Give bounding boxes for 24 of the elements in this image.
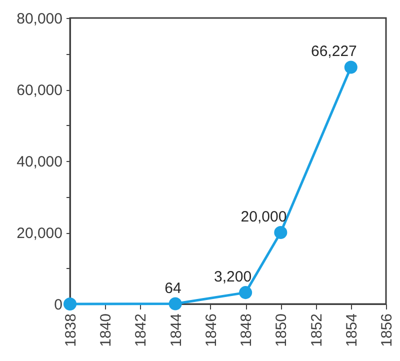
data-label: 20,000 [240,208,287,226]
point [63,297,77,311]
x-tick-label: 1856 [378,314,396,347]
y-tick-label: 80,000 [16,10,62,28]
x-tick-label: 1838 [62,314,80,347]
x-tick-label: 1840 [98,314,115,347]
x-tick-label: 1854 [343,314,360,347]
point [168,297,182,310]
x-tick-label: 1842 [132,314,150,347]
x-tick-label: 1852 [308,314,326,347]
y-tick-label: 60,000 [16,82,62,99]
x-tick-label: 1844 [168,314,185,347]
x-tick-label: 1846 [202,314,220,347]
x-tick-label: 1848 [238,314,256,347]
data-label: 3,200 [214,268,252,286]
y-tick-label: 40,000 [16,154,62,170]
y-tick-label: 0 [54,296,62,314]
point [274,226,288,240]
point [344,60,358,74]
y-tick-label: 20,000 [16,225,62,242]
point [239,286,252,300]
data-label: 66,227 [311,43,357,60]
x-tick-label: 1850 [273,314,290,347]
data-label: 64 [164,280,182,297]
